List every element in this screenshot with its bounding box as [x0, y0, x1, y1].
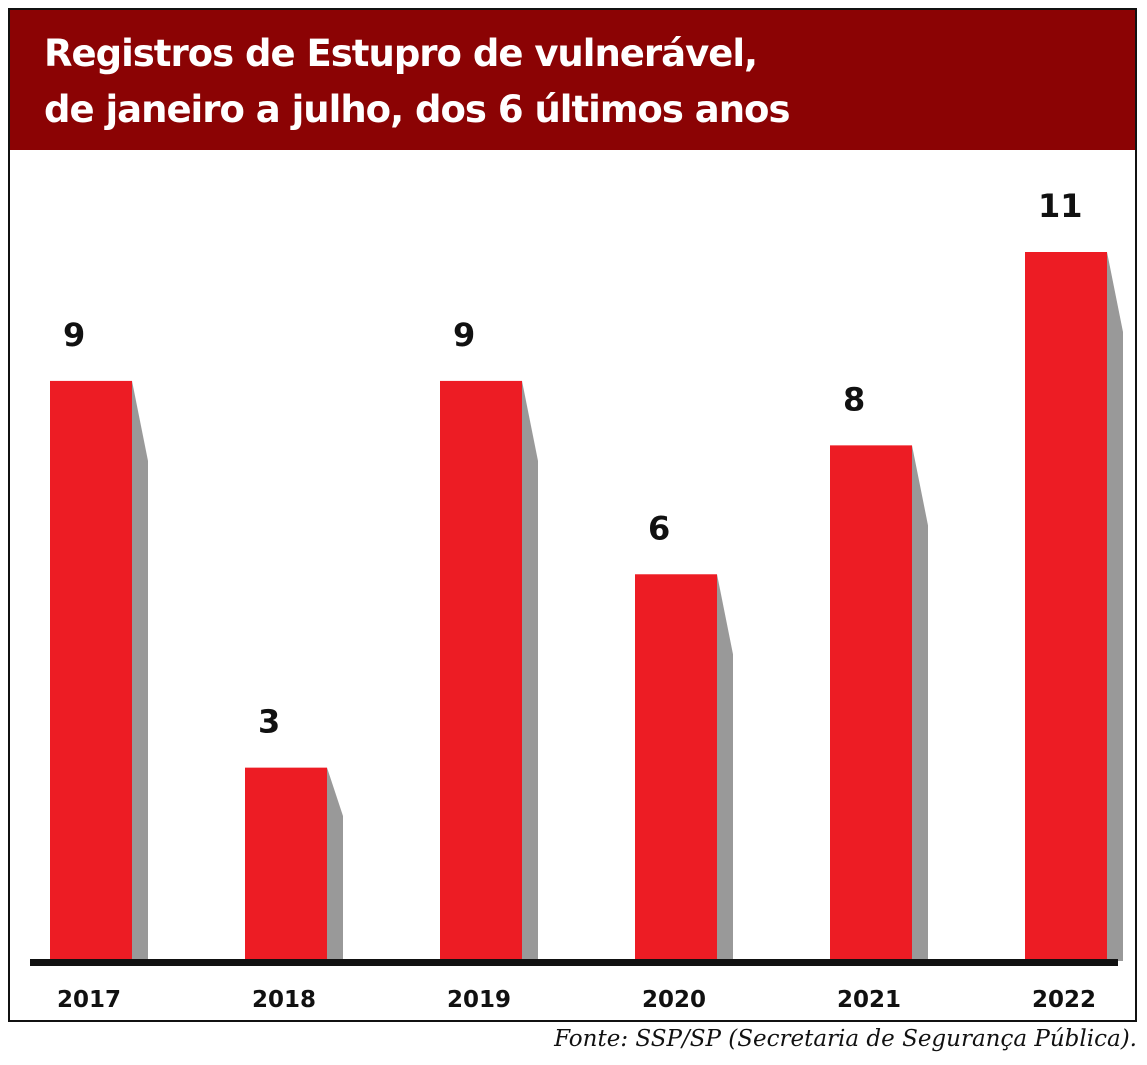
x-axis-line [30, 959, 1118, 966]
bar-shadow [327, 767, 343, 961]
data-label: 11 [1038, 187, 1083, 225]
bar [1025, 252, 1107, 961]
chart-frame: Registros de Estupro de vulnerável, de j… [8, 8, 1137, 1022]
data-label: 9 [453, 316, 475, 354]
bar [50, 380, 132, 962]
bar-shadow [132, 380, 148, 962]
bar [635, 574, 717, 961]
bar-shadow [1107, 252, 1123, 961]
x-tick-label: 2021 [837, 987, 901, 1013]
bar-shadow [522, 380, 538, 962]
x-tick-label: 2019 [447, 987, 511, 1013]
data-label: 9 [63, 316, 85, 354]
chart-title-line-2: de janeiro a julho, dos 6 últimos anos [44, 88, 790, 131]
data-label: 3 [258, 703, 280, 741]
data-label: 8 [843, 380, 865, 418]
x-tick-label: 2017 [57, 987, 121, 1013]
bar-shadow [717, 574, 733, 961]
x-tick-label: 2020 [642, 987, 706, 1013]
data-label: 6 [648, 509, 670, 547]
bar [245, 767, 327, 961]
bar [830, 445, 912, 961]
bar [440, 380, 522, 962]
source-note: Fonte: SSP/SP (Secretaria de Segurança P… [554, 1026, 1137, 1052]
chart-title-line-1: Registros de Estupro de vulnerável, [44, 32, 758, 75]
x-tick-label: 2022 [1032, 987, 1096, 1013]
title-bar: Registros de Estupro de vulnerável, de j… [10, 10, 1135, 150]
bar-shadow [912, 445, 928, 961]
x-tick-label: 2018 [252, 987, 316, 1013]
